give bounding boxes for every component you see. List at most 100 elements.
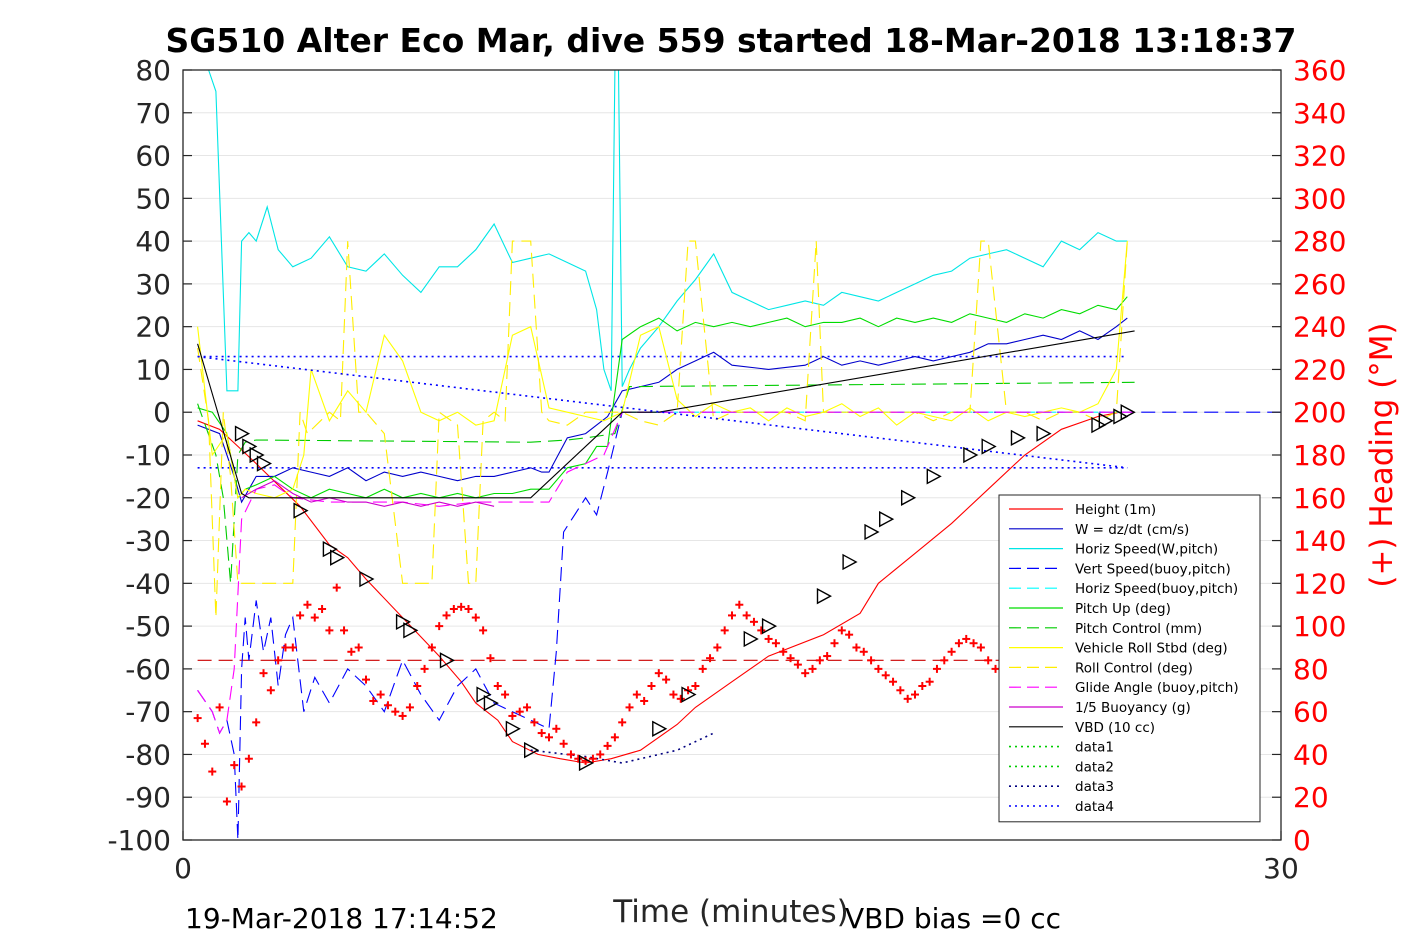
heading-marker	[896, 686, 905, 695]
heading-marker	[457, 602, 466, 611]
heading-marker	[932, 664, 941, 673]
triangle-marker	[1091, 416, 1107, 434]
heading-marker	[427, 643, 436, 652]
series-line-pitch-control-mm-	[197, 381, 1135, 584]
footer-vbd-bias: VBD bias =0 cc	[845, 902, 1061, 935]
y-tick-label-left: 60	[135, 140, 171, 173]
heading-marker	[742, 611, 751, 620]
series-line-data4	[197, 355, 1128, 469]
heading-marker	[618, 718, 627, 727]
series-line-1-5-buoyancy-g-	[241, 480, 495, 507]
series-line-w-dz-dt-cm-s-	[197, 317, 1128, 504]
y-tick-label-left: -90	[125, 781, 171, 814]
y-tick-label-right: 200	[1293, 396, 1346, 429]
triangle-marker	[743, 630, 759, 648]
series-line-pitch-up-deg-	[197, 296, 1128, 500]
y-tick-label-left: -40	[125, 567, 171, 600]
heading-marker	[340, 626, 349, 635]
y-tick-label-left: -10	[125, 439, 171, 472]
heading-marker	[347, 647, 356, 656]
heading-marker	[288, 643, 297, 652]
heading-marker	[954, 639, 963, 648]
triangle-marker	[483, 694, 499, 712]
triangle-marker	[879, 510, 895, 528]
heading-marker	[728, 611, 736, 620]
heading-marker	[625, 703, 634, 712]
y-tick-label-right: 220	[1293, 353, 1346, 386]
x-axis-label: Time (minutes)	[612, 894, 848, 930]
y-tick-label-left: 10	[135, 353, 171, 386]
heading-marker	[237, 782, 246, 791]
heading-marker	[376, 690, 385, 699]
heading-marker	[515, 707, 524, 716]
heading-marker	[252, 718, 261, 727]
heading-marker	[369, 696, 378, 705]
y-tick-label-right: 140	[1293, 525, 1346, 558]
heading-marker	[918, 682, 927, 690]
heading-marker	[310, 613, 319, 622]
triangle-marker	[403, 622, 419, 639]
triangle-marker	[981, 438, 997, 455]
heading-marker	[823, 652, 832, 661]
heading-marker	[903, 694, 912, 703]
legend-entry-label: Glide Angle (buoy,pitch)	[1075, 680, 1239, 696]
heading-marker	[208, 767, 217, 776]
y-tick-label-right: 300	[1293, 182, 1346, 215]
heading-marker	[559, 739, 568, 748]
heading-marker	[830, 639, 839, 648]
heading-marker	[991, 664, 1000, 673]
heading-marker	[764, 634, 773, 643]
legend: Height (1m) W = dz/dt (cm/s) Horiz Speed(W…	[998, 494, 1261, 823]
triangle-marker	[926, 468, 942, 485]
heading-marker	[303, 600, 312, 609]
series-line-vert-speed-buoy-pitch-	[197, 411, 1281, 840]
heading-marker	[720, 626, 729, 635]
heading-marker	[801, 669, 810, 678]
triangle-marker	[505, 720, 521, 737]
heading-marker	[962, 634, 971, 643]
triangle-marker	[900, 489, 917, 506]
y-tick-label-right: 60	[1293, 696, 1329, 729]
heading-marker	[215, 703, 224, 712]
heading-marker	[771, 639, 780, 648]
heading-marker	[654, 669, 663, 678]
heading-marker	[889, 677, 898, 686]
legend-entry-label: 1/5 Buoyancy (g)	[1075, 700, 1191, 716]
heading-marker	[354, 643, 363, 652]
y-tick-label-right: 80	[1293, 653, 1329, 686]
heading-marker	[391, 707, 400, 716]
y-tick-label-left: 80	[135, 54, 171, 87]
heading-marker	[552, 724, 561, 733]
heading-marker	[925, 677, 934, 686]
heading-marker	[867, 656, 876, 665]
legend-entry-label: data1	[1075, 740, 1114, 756]
series-line-vehicle-roll-stbd-deg-	[197, 241, 1128, 500]
triangle-marker	[1010, 429, 1026, 447]
heading-marker	[405, 703, 414, 712]
triangle-marker	[652, 720, 668, 737]
heading-marker	[647, 682, 656, 690]
heading-marker	[691, 682, 700, 690]
heading-marker	[259, 669, 268, 678]
triangle-marker	[1113, 408, 1129, 425]
legend-entry-label: VBD (10 cc)	[1075, 720, 1155, 736]
triangle-marker	[761, 617, 778, 635]
heading-marker	[669, 690, 678, 699]
legend-entry-label: data3	[1075, 779, 1114, 795]
heading-marker	[749, 617, 758, 626]
heading-marker	[493, 682, 502, 690]
heading-marker	[881, 671, 890, 680]
y-tick-label-right: 180	[1293, 439, 1346, 472]
heading-marker	[662, 675, 671, 684]
y-tick-label-right: 280	[1293, 225, 1346, 258]
legend-entry-label: Roll Control (deg)	[1075, 660, 1193, 676]
y-tick-label-left: 30	[135, 268, 171, 301]
heading-marker	[274, 656, 283, 665]
heading-marker	[757, 626, 766, 635]
heading-marker	[296, 611, 305, 620]
legend-entry-label: Pitch Up (deg)	[1075, 601, 1171, 617]
y-tick-label-right: 40	[1293, 738, 1329, 771]
y-tick-label-right: 20	[1293, 781, 1329, 814]
heading-marker	[588, 754, 597, 763]
triangle-marker	[1098, 412, 1114, 429]
